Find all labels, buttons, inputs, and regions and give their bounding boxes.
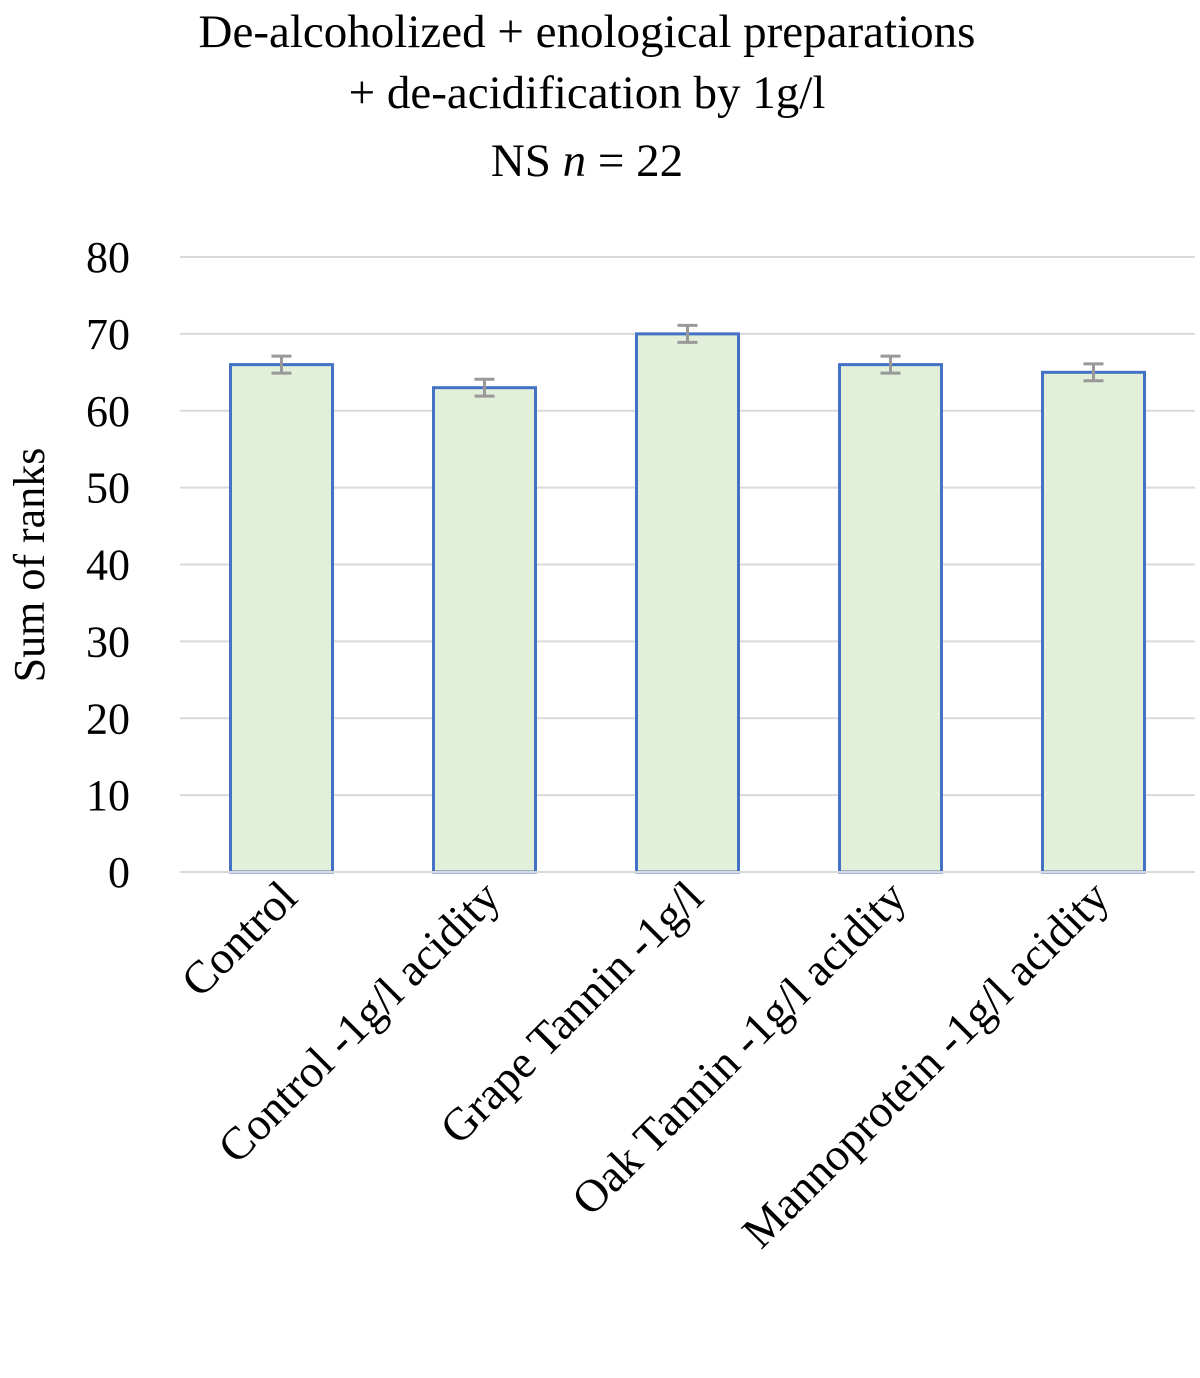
y-tick-label: 10 [86, 771, 130, 820]
y-tick-label: 60 [86, 387, 130, 436]
bar [1041, 370, 1146, 874]
y-tick-label: 0 [108, 848, 130, 897]
y-tick-label: 70 [86, 310, 130, 359]
bars [229, 332, 1146, 874]
bar [432, 386, 537, 874]
x-category-label: Oak Tannin -1g/l acidity [562, 871, 916, 1225]
bar [635, 332, 740, 874]
bar [838, 363, 943, 874]
subtitle-italic: n [563, 135, 587, 187]
error-bars [271, 323, 1104, 398]
y-tick-label: 20 [86, 694, 130, 743]
x-category-label: Control [171, 871, 306, 1006]
y-tick-label: 80 [86, 233, 130, 282]
chart-subtitle: NS n = 22 [491, 135, 683, 187]
y-tick-label: 40 [86, 541, 130, 590]
subtitle-prefix: NS [491, 135, 563, 187]
subtitle-suffix: = 22 [586, 135, 683, 187]
y-tick-label: 30 [86, 617, 130, 666]
y-tick-label: 50 [86, 464, 130, 513]
y-axis-tick-labels: 0 10 20 30 40 50 60 70 80 [86, 233, 130, 897]
chart-title-line-1: De-alcoholized + enological preparations [199, 6, 976, 58]
y-axis-title: Sum of ranks [5, 448, 54, 683]
chart-title-line-2: + de-acidification by 1g/l [349, 67, 826, 119]
x-category-label: Mannoprotein -1g/l acidity [732, 871, 1119, 1258]
bar [229, 363, 334, 874]
